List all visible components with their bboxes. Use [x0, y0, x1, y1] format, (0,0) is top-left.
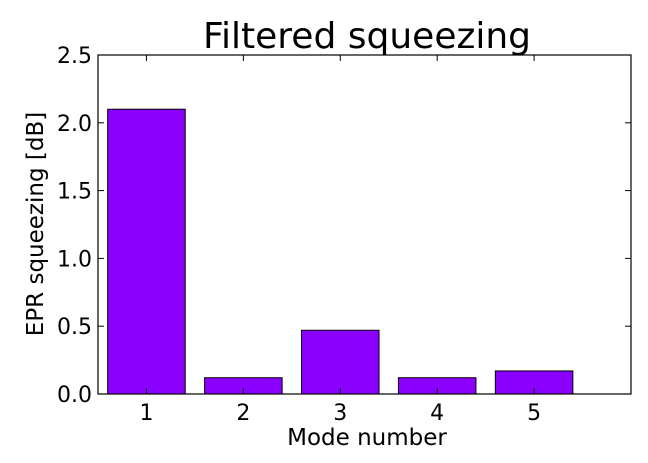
bar-mode-1	[107, 108, 186, 395]
x-tick-label: 1	[139, 401, 153, 426]
y-axis-label: EPR squeezing [dB]	[23, 112, 49, 336]
y-tick-label: 2.0	[57, 112, 92, 137]
y-axis-ticks: 0.0 0.5 1.0 1.5 2.0 2.5	[57, 44, 631, 408]
y-tick-label: 0.0	[57, 383, 92, 408]
x-tick-label: 5	[527, 401, 541, 426]
bar-mode-3	[301, 329, 380, 395]
x-tick-label: 2	[236, 401, 250, 426]
x-tick-label: 3	[333, 401, 347, 426]
y-tick-label: 0.5	[57, 315, 92, 340]
y-tick-label: 1.0	[57, 247, 92, 272]
y-tick-label: 2.5	[57, 44, 92, 69]
chart-title: Filtered squeezing	[203, 16, 531, 57]
x-axis-ticks: 1 2 3 4 5	[139, 55, 541, 426]
y-tick-label: 1.5	[57, 180, 92, 205]
x-tick-label: 4	[430, 401, 444, 426]
bars-group	[107, 108, 574, 395]
plot-frame	[97, 54, 632, 395]
x-axis-label: Mode number	[287, 425, 447, 451]
